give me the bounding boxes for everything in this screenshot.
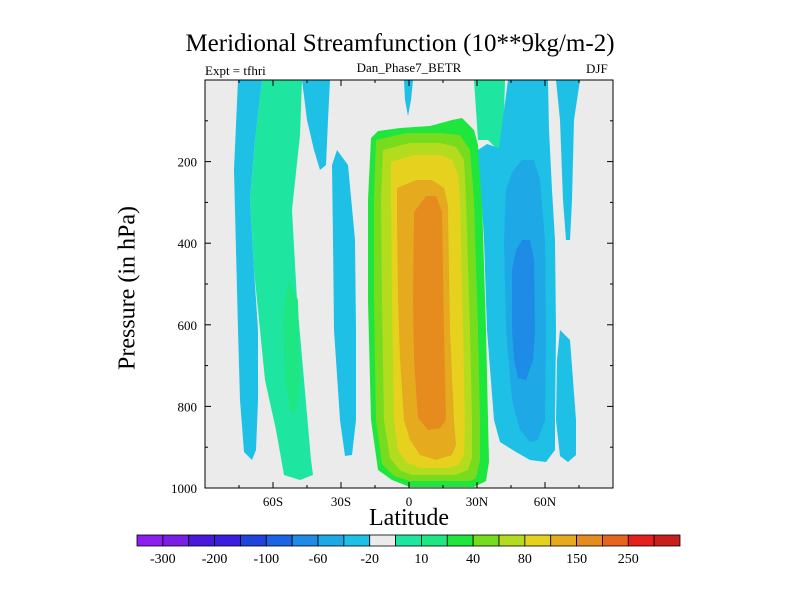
y-tick-label: 1000 [171,481,197,496]
colorbar-swatch [291,534,319,547]
colorbar-label: -200 [202,552,228,567]
colorbar-swatch [472,534,500,547]
colorbar-swatch [602,534,629,547]
colorbar-label: 250 [618,552,639,567]
contour-south-40 [283,280,300,412]
contour-neg20-eq [404,80,413,116]
contour-hadley-10 [474,80,505,150]
colorbar-swatch [576,534,603,547]
colorbar-swatch [446,534,474,547]
colorbar-swatch [317,534,345,547]
colorbar-swatch [369,534,396,547]
contour-south-neg20-c [332,150,356,456]
chart-subtitle: Dan_Phase7_BETR [356,60,462,75]
colorbar-label: 10 [414,552,428,567]
colorbar-label: 80 [518,552,532,567]
contour-north-neg20-b [556,80,580,240]
x-axis-label: Latitude [369,505,449,531]
colorbar-swatch [136,534,164,547]
y-tick-label: 600 [178,318,198,333]
colorbar-swatch [498,534,526,547]
colorbar-swatch [627,534,655,547]
contour-north-neg20-c [556,330,576,462]
colorbar-label: -20 [360,552,379,567]
colorbar-swatch [240,534,267,547]
experiment-label: Expt = tfhri [205,63,266,78]
colorbar-label: -300 [150,552,176,567]
contour-south-neg20-a [234,80,262,460]
x-tick-label: 60S [263,494,283,509]
colorbar-label: -60 [309,552,328,567]
colorbar-swatch [188,534,215,547]
axis-ticks: 60S 30S 0 30N 60N 200 400 600 800 1000 [171,80,613,509]
colorbar-swatch [653,534,681,547]
x-tick-label: 30S [331,494,351,509]
contour-north-neg100 [512,240,535,380]
contour-fills [234,80,580,487]
y-tick-label: 200 [178,155,198,170]
y-axis-label: Pressure (in hPa) [114,206,141,370]
colorbar-label: 40 [466,552,480,567]
x-tick-label: 30N [466,494,489,509]
x-tick-label: 0 [406,494,413,509]
colorbar-swatch [265,534,293,547]
y-tick-label: 800 [178,399,198,414]
colorbar: -300 -200 -100 -60 -20 10 40 80 150 250 [136,534,681,567]
colorbar-swatch [421,534,448,547]
y-tick-label: 400 [178,236,198,251]
colorbar-swatch [343,534,371,547]
contour-hadley-200 [413,196,446,430]
chart-title: Meridional Streamfunction (10**9kg/m-2) [185,30,615,57]
colorbar-swatch [524,534,552,547]
colorbar-label: -100 [253,552,279,567]
colorbar-swatch [550,534,577,547]
colorbar-swatch [214,534,241,547]
season-label: DJF [586,61,608,76]
colorbar-label: 150 [566,552,587,567]
colorbar-swatch [162,534,190,547]
x-tick-label: 60N [534,494,557,509]
colorbar-swatch [395,534,422,547]
contour-south-neg20-b [302,80,330,170]
